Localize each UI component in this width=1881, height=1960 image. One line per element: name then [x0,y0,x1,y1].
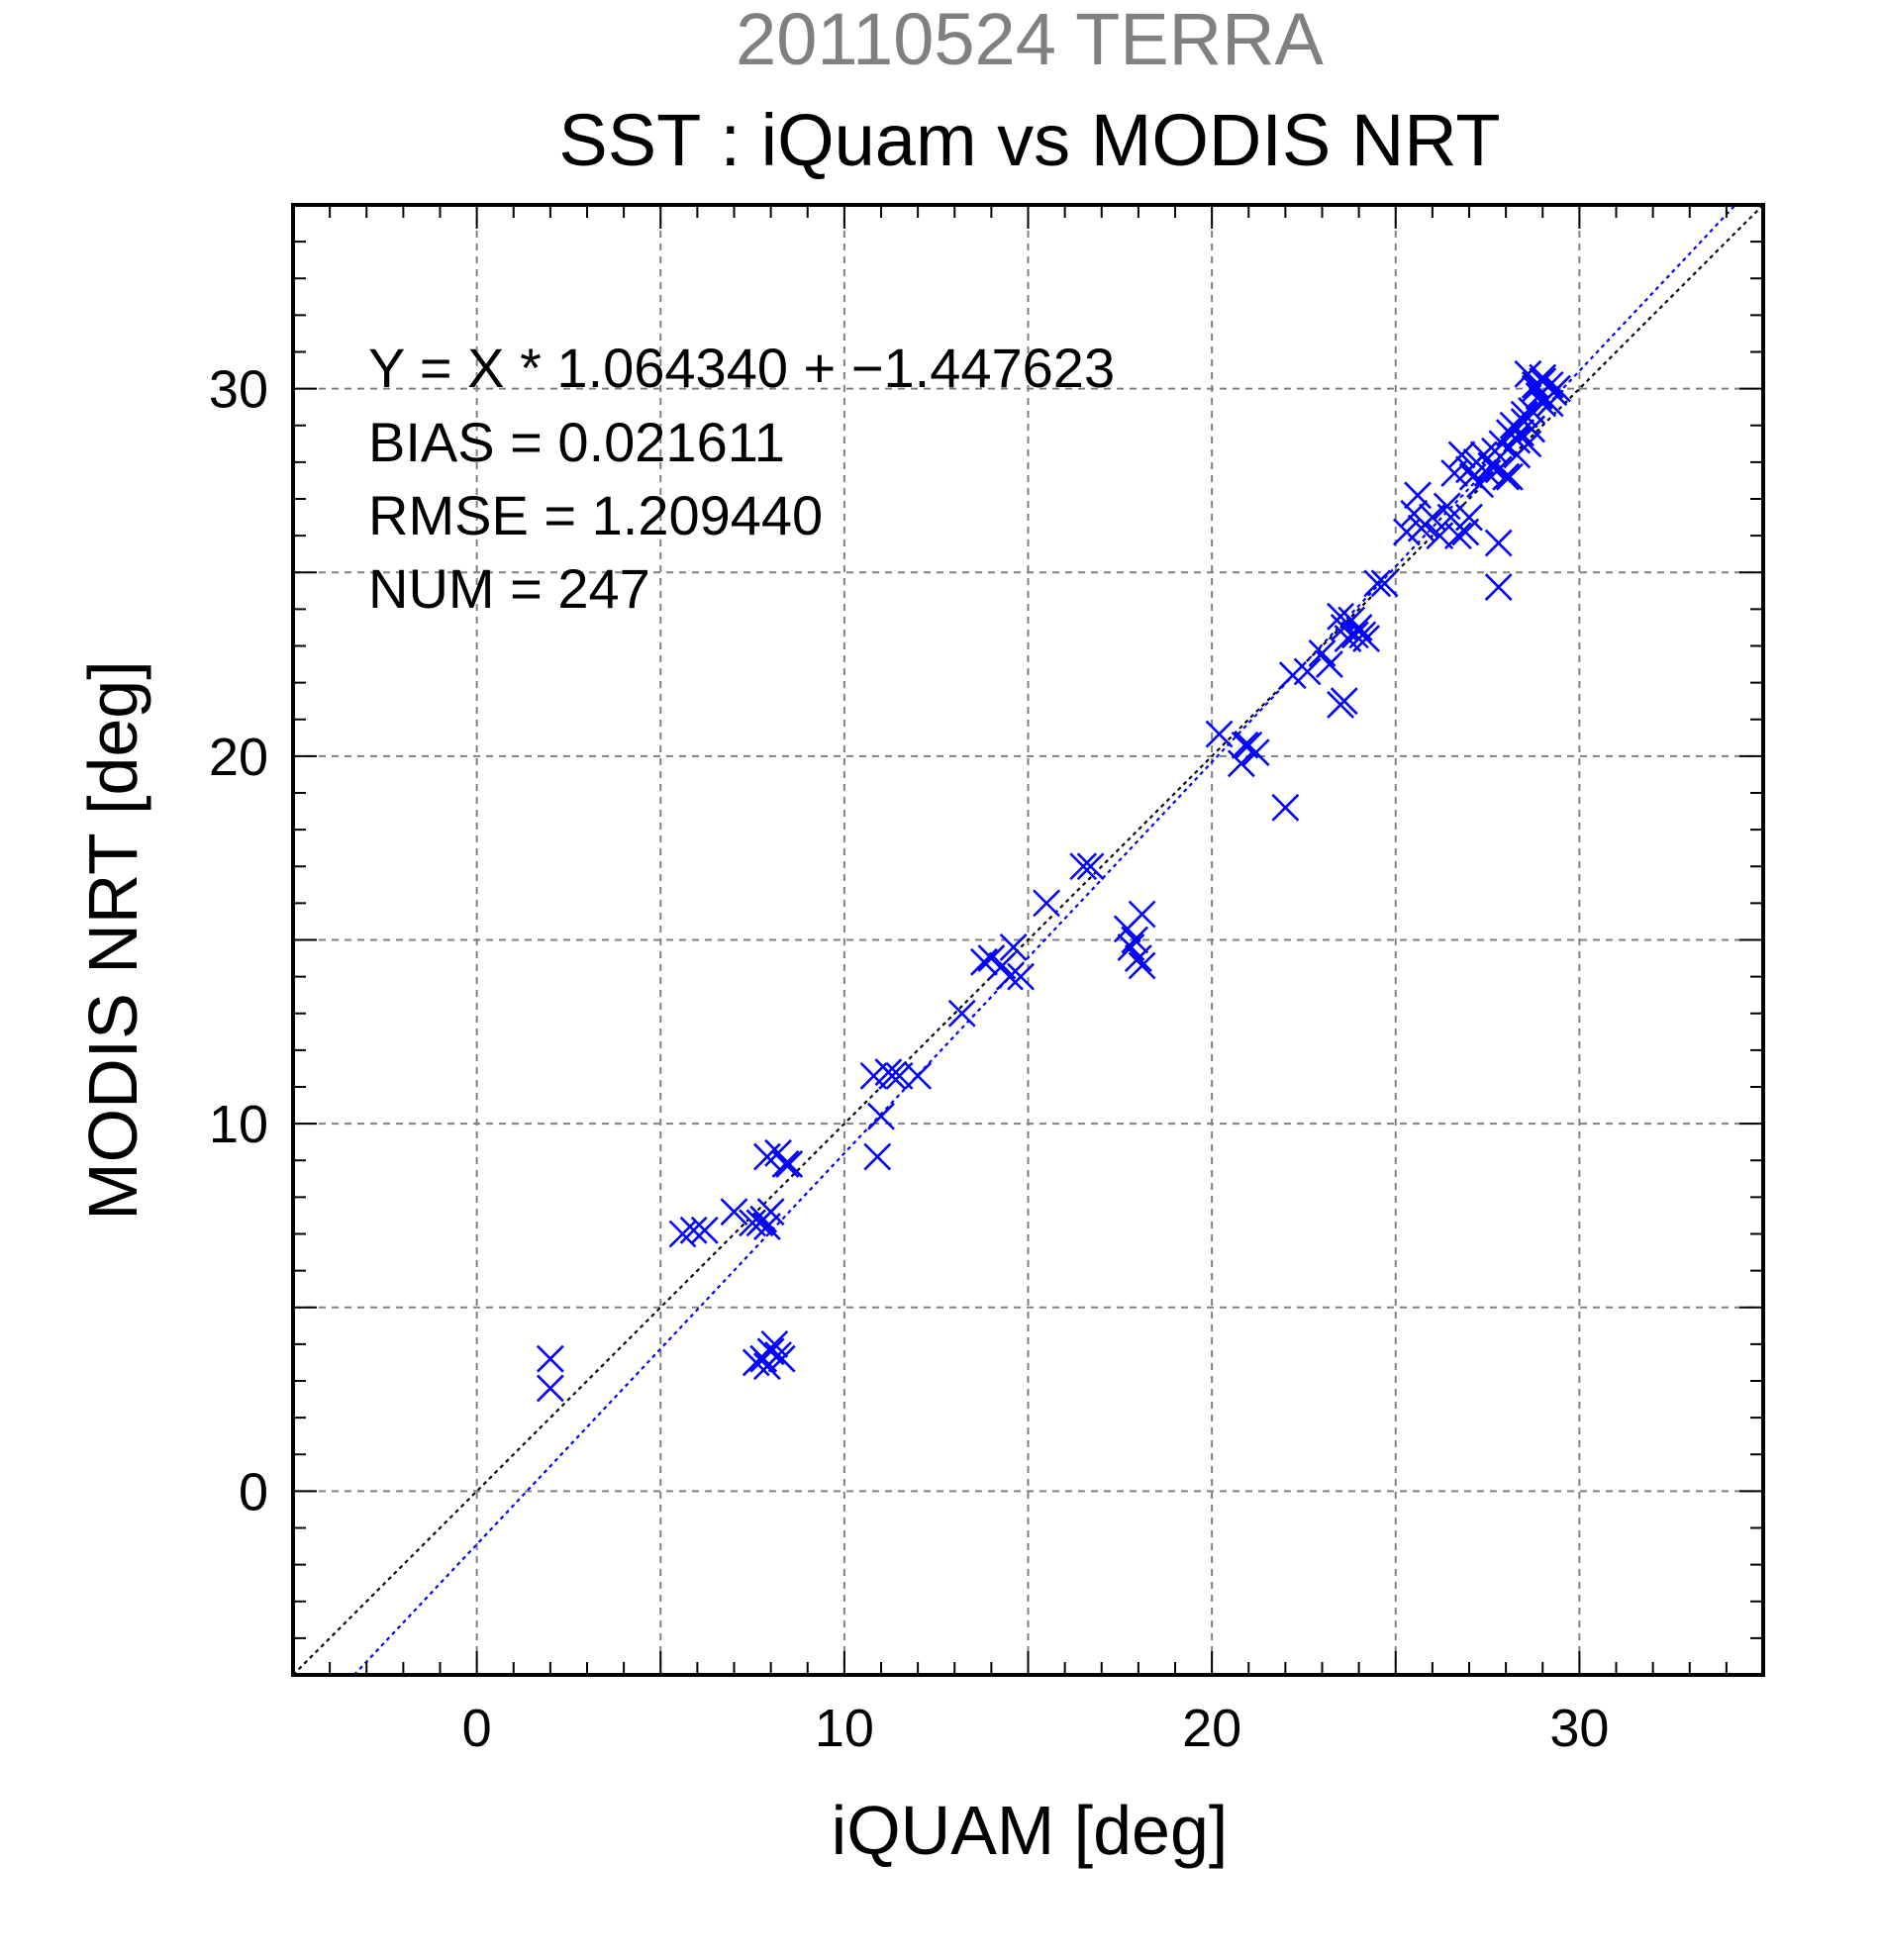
data-point [1404,481,1432,510]
data-point [1128,951,1156,980]
y-tick-label: 10 [209,1095,268,1154]
data-point [1484,529,1513,557]
plot-frame [291,203,1765,1677]
data-point [1007,962,1035,991]
data-point [1327,690,1354,719]
data-point [1514,359,1542,388]
data-point [970,947,998,976]
data-point [996,962,1024,991]
data-point [1443,522,1472,550]
x-tick-label: 0 [462,1699,492,1758]
data-point [752,1142,781,1171]
data-point [1518,415,1546,443]
data-point [1128,900,1156,929]
data-point [1503,426,1532,454]
data-point [1124,944,1152,972]
data-point [720,1198,748,1226]
data-point [1205,720,1234,748]
x-tick-label: 30 [1549,1699,1609,1758]
data-point [904,1061,933,1090]
y-tick-label: 30 [209,360,268,420]
data-point [1433,492,1461,521]
data-point [536,1344,564,1373]
x-axis-label: iQUAM [deg] [832,1792,1229,1869]
data-point [1492,462,1521,491]
y-axis-label: MODIS NRT [deg] [74,660,151,1220]
grid-lines [293,205,1763,1675]
stat-fit-equation: Y = X * 1.064340 + −1.447623 [368,337,1115,399]
data-point [1495,462,1524,491]
x-tick-label: 10 [815,1699,874,1758]
data-point [999,933,1028,961]
data-point [1455,503,1483,532]
data-point [1241,738,1270,767]
data-point [760,1329,789,1358]
data-point [863,1142,892,1171]
stat-rmse: RMSE = 1.209440 [368,484,823,546]
data-points [536,359,1572,1403]
stat-num: NUM = 247 [368,557,650,620]
data-point [867,1102,895,1130]
reference-lines [292,204,1764,1676]
data-point [1327,602,1354,631]
data-point [1510,400,1538,429]
data-point [690,1216,719,1244]
data-point [947,999,976,1028]
data-point [1370,569,1399,598]
data-point [1363,569,1392,598]
data-point [1340,621,1369,649]
data-point [1033,889,1060,918]
data-point [775,1150,804,1178]
data-point [679,1216,708,1244]
data-point [536,1374,564,1403]
data-point [1293,657,1322,686]
data-point [1271,793,1300,822]
x-tick-labels: 0 10 20 30 [462,1699,1610,1758]
data-point [1069,852,1098,881]
data-point [767,1344,796,1373]
data-point [1227,749,1255,778]
y-tick-label: 20 [209,728,268,787]
data-point [878,1061,907,1090]
chart-subtitle: SST : iQuam vs MODIS NRT [558,99,1500,181]
data-point [1535,389,1564,418]
y-tick-label: 0 [239,1462,268,1521]
chart-title: 20110524 TERRA [736,0,1324,80]
statistics-annotation: Y = X * 1.064340 + −1.447623 BIAS = 0.02… [368,337,1115,620]
data-point [1352,625,1380,652]
y-tick-labels: 0 10 20 30 [209,360,268,1522]
data-point [1447,441,1476,469]
data-point [1484,573,1513,602]
x-tick-label: 20 [1182,1699,1241,1758]
stat-bias: BIAS = 0.021611 [368,411,785,473]
identity-line [292,204,1764,1676]
data-point [1076,852,1105,881]
data-point [1539,378,1568,407]
data-point [1121,926,1149,954]
data-point [756,1198,785,1226]
data-point [771,1150,800,1178]
fit-line [352,204,1736,1676]
data-point [1316,650,1343,678]
